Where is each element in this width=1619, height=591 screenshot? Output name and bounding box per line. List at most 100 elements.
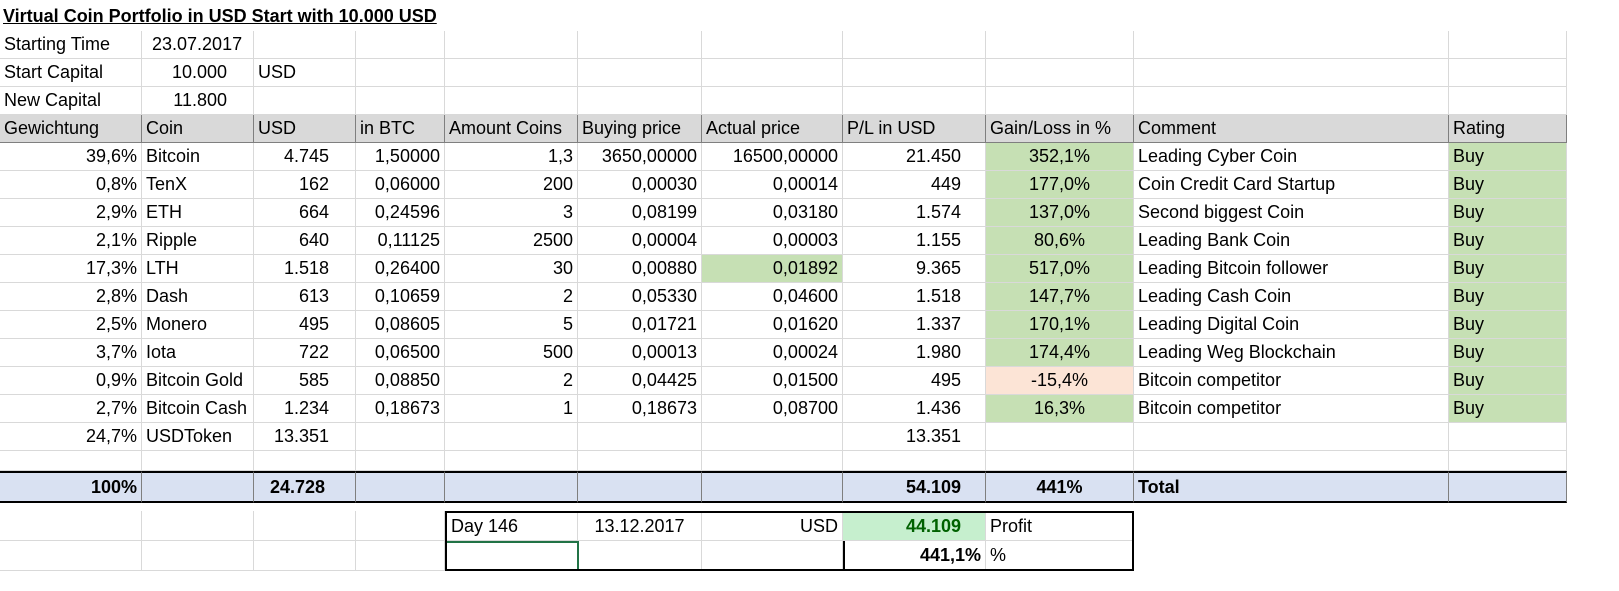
summary-percent-sign[interactable]: % bbox=[986, 541, 1134, 571]
cell-rating[interactable]: Buy bbox=[1449, 199, 1567, 227]
header-btc[interactable]: in BTC bbox=[356, 115, 445, 143]
empty-cell[interactable] bbox=[986, 59, 1134, 87]
cell-weight[interactable]: 3,7% bbox=[0, 339, 142, 367]
cell-btc[interactable]: 0,11125 bbox=[356, 227, 445, 255]
cell-actual-price[interactable]: 0,00014 bbox=[702, 171, 843, 199]
cell-rating[interactable]: Buy bbox=[1449, 227, 1567, 255]
cell-buy-price[interactable]: 0,08199 bbox=[578, 199, 702, 227]
cell-btc[interactable] bbox=[356, 423, 445, 451]
cell-comment[interactable]: Leading Cyber Coin bbox=[1134, 143, 1449, 171]
cell-coin[interactable]: Bitcoin Cash bbox=[142, 395, 254, 423]
cell-pl[interactable]: 1.337 bbox=[843, 311, 986, 339]
empty-cell[interactable] bbox=[445, 471, 578, 503]
header-weight[interactable]: Gewichtung bbox=[0, 115, 142, 143]
cell-rating[interactable]: Buy bbox=[1449, 367, 1567, 395]
header-gain[interactable]: Gain/Loss in % bbox=[986, 115, 1134, 143]
header-pl[interactable]: P/L in USD bbox=[843, 115, 986, 143]
cell-btc[interactable]: 0,10659 bbox=[356, 283, 445, 311]
cell-pl[interactable]: 1.518 bbox=[843, 283, 986, 311]
cell-amount[interactable]: 1 bbox=[445, 395, 578, 423]
empty-cell[interactable] bbox=[254, 451, 356, 471]
cell-actual-price[interactable]: 16500,00000 bbox=[702, 143, 843, 171]
cell-actual-price[interactable]: 0,03180 bbox=[702, 199, 843, 227]
cell-pl[interactable]: 21.450 bbox=[843, 143, 986, 171]
header-comment[interactable]: Comment bbox=[1134, 115, 1449, 143]
cell-coin[interactable]: LTH bbox=[142, 255, 254, 283]
empty-cell[interactable] bbox=[986, 87, 1134, 115]
empty-cell[interactable] bbox=[702, 59, 843, 87]
cell-buy-price[interactable]: 0,04425 bbox=[578, 367, 702, 395]
cell-comment[interactable]: Second biggest Coin bbox=[1134, 199, 1449, 227]
empty-cell[interactable] bbox=[986, 31, 1134, 59]
empty-cell[interactable] bbox=[356, 511, 445, 541]
sheet-title[interactable]: Virtual Coin Portfolio in USD Start with… bbox=[3, 6, 437, 26]
cell-comment[interactable] bbox=[1134, 423, 1449, 451]
cell-coin[interactable]: Bitcoin bbox=[142, 143, 254, 171]
cell-amount[interactable]: 2 bbox=[445, 283, 578, 311]
empty-cell[interactable] bbox=[1449, 31, 1567, 59]
cell-btc[interactable]: 0,08605 bbox=[356, 311, 445, 339]
cell-gain[interactable]: 170,1% bbox=[986, 311, 1134, 339]
header-amount[interactable]: Amount Coins bbox=[445, 115, 578, 143]
cell-gain[interactable]: 137,0% bbox=[986, 199, 1134, 227]
empty-cell[interactable] bbox=[1449, 87, 1567, 115]
cell-pl[interactable]: 1.980 bbox=[843, 339, 986, 367]
cell-amount[interactable]: 1,3 bbox=[445, 143, 578, 171]
new-capital-value[interactable]: 11.800 bbox=[142, 87, 254, 115]
cell-comment[interactable]: Coin Credit Card Startup bbox=[1134, 171, 1449, 199]
cell-weight[interactable]: 2,9% bbox=[0, 199, 142, 227]
cell-gain[interactable]: 147,7% bbox=[986, 283, 1134, 311]
empty-cell[interactable] bbox=[254, 87, 356, 115]
empty-cell[interactable] bbox=[445, 59, 578, 87]
empty-cell[interactable] bbox=[579, 541, 702, 571]
empty-cell[interactable] bbox=[1449, 471, 1567, 503]
cell-amount[interactable]: 30 bbox=[445, 255, 578, 283]
empty-cell[interactable] bbox=[356, 31, 445, 59]
cell-gain[interactable] bbox=[986, 423, 1134, 451]
cell-buy-price[interactable]: 0,00880 bbox=[578, 255, 702, 283]
cell-buy-price[interactable]: 0,00030 bbox=[578, 171, 702, 199]
total-weight[interactable]: 100% bbox=[0, 471, 142, 503]
empty-cell[interactable] bbox=[356, 59, 445, 87]
summary-profit-label[interactable]: Profit bbox=[986, 511, 1134, 541]
total-usd[interactable]: 24.728 bbox=[254, 471, 356, 503]
empty-cell[interactable] bbox=[356, 451, 445, 471]
cell-rating[interactable] bbox=[1449, 423, 1567, 451]
cell-pl[interactable]: 13.351 bbox=[843, 423, 986, 451]
cell-actual-price[interactable]: 0,00024 bbox=[702, 339, 843, 367]
empty-cell[interactable] bbox=[0, 541, 142, 571]
empty-cell[interactable] bbox=[142, 541, 254, 571]
cell-coin[interactable]: Iota bbox=[142, 339, 254, 367]
cell-comment[interactable]: Leading Digital Coin bbox=[1134, 311, 1449, 339]
cell-usd[interactable]: 664 bbox=[254, 199, 356, 227]
empty-cell[interactable] bbox=[0, 511, 142, 541]
cell-usd[interactable]: 13.351 bbox=[254, 423, 356, 451]
cell-coin[interactable]: USDToken bbox=[142, 423, 254, 451]
empty-cell[interactable] bbox=[702, 87, 843, 115]
cell-btc[interactable]: 0,06500 bbox=[356, 339, 445, 367]
start-capital-value[interactable]: 10.000 bbox=[142, 59, 254, 87]
empty-cell[interactable] bbox=[445, 31, 578, 59]
cell-pl[interactable]: 495 bbox=[843, 367, 986, 395]
cell-buy-price[interactable]: 3650,00000 bbox=[578, 143, 702, 171]
cell-usd[interactable]: 162 bbox=[254, 171, 356, 199]
cell-weight[interactable]: 0,8% bbox=[0, 171, 142, 199]
selected-cell[interactable] bbox=[445, 541, 579, 571]
cell-actual-price[interactable]: 0,08700 bbox=[702, 395, 843, 423]
start-capital-label[interactable]: Start Capital bbox=[0, 59, 142, 87]
cell-usd[interactable]: 613 bbox=[254, 283, 356, 311]
empty-cell[interactable] bbox=[702, 31, 843, 59]
empty-cell[interactable] bbox=[1134, 451, 1449, 471]
cell-buy-price[interactable]: 0,01721 bbox=[578, 311, 702, 339]
cell-btc[interactable]: 1,50000 bbox=[356, 143, 445, 171]
cell-actual-price[interactable]: 0,00003 bbox=[702, 227, 843, 255]
header-buy-price[interactable]: Buying price bbox=[578, 115, 702, 143]
empty-cell[interactable] bbox=[578, 59, 702, 87]
empty-cell[interactable] bbox=[142, 471, 254, 503]
cell-amount[interactable]: 2500 bbox=[445, 227, 578, 255]
cell-gain[interactable]: 352,1% bbox=[986, 143, 1134, 171]
cell-btc[interactable]: 0,08850 bbox=[356, 367, 445, 395]
cell-usd[interactable]: 585 bbox=[254, 367, 356, 395]
cell-actual-price[interactable]: 0,01620 bbox=[702, 311, 843, 339]
cell-comment[interactable]: Leading Bank Coin bbox=[1134, 227, 1449, 255]
